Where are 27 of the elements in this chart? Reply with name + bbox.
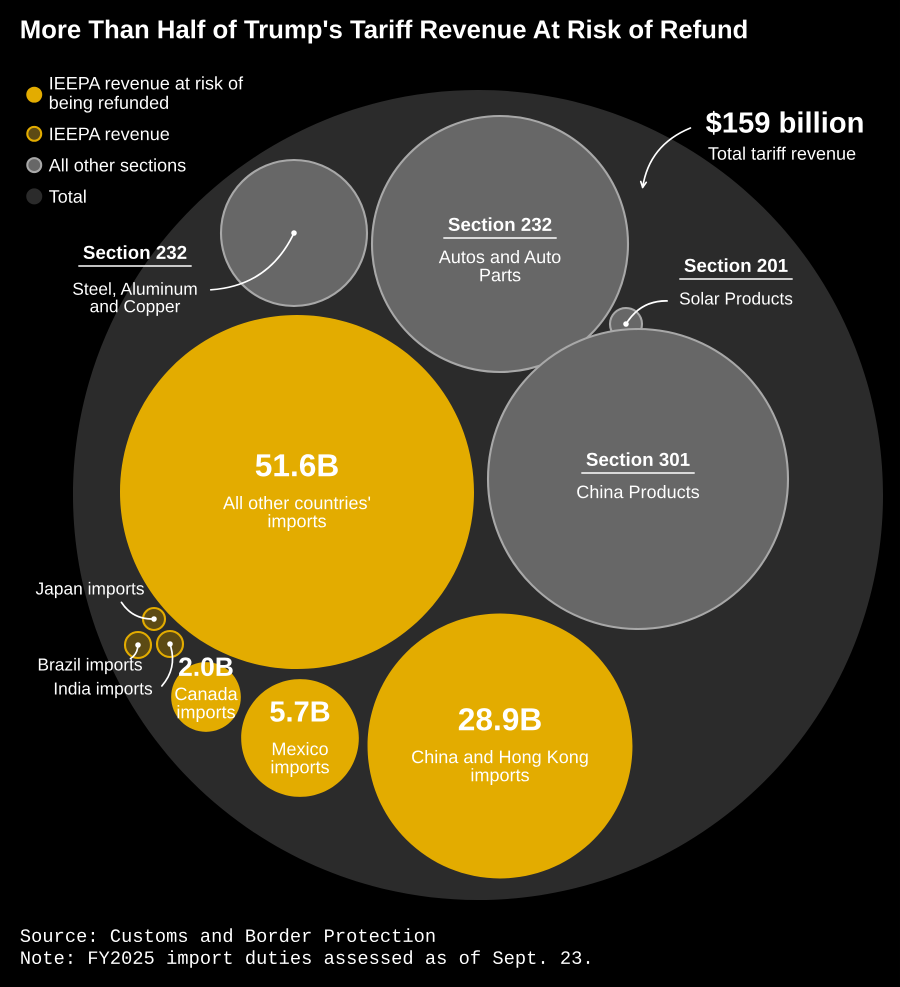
data-label: Section 232 (448, 217, 552, 232)
data-label: Section 301 (586, 452, 690, 466)
legend-label: IEEPA revenue at risk of being refunded (50, 76, 244, 113)
data-label: 28.9B (458, 708, 541, 730)
category-label: Canada imports (175, 687, 238, 722)
data-label: Section 201 (684, 258, 788, 272)
category-label: Mexico imports (272, 742, 329, 777)
legend-label: IEEPA revenue (50, 128, 170, 140)
text: More Than Half of Trump's Tariff Revenue At Risk of Refund (22, 20, 747, 44)
category-label: India imports (54, 682, 152, 698)
text: Note: FY2025 import duties assessed as of Sept. 23. (21, 950, 590, 968)
category-label: Total tariff revenue (708, 146, 856, 160)
data-label: 51.6B (256, 454, 338, 476)
legend-label: Total (49, 190, 86, 203)
category-label: All other countries' imports (223, 496, 370, 531)
category-label: Solar Products (680, 292, 792, 305)
category-label: Japan imports (36, 582, 144, 598)
data-label: Section 232 (83, 245, 186, 260)
category-label: Autos and Auto Parts (438, 250, 560, 282)
category-label: China and Hong Kong imports (412, 750, 588, 785)
data-label: $159 billion (706, 110, 863, 135)
legend-label: All other sections (48, 158, 186, 172)
data-label: 5.7B (270, 702, 330, 722)
category-label: Brazil imports (38, 658, 142, 674)
source-note: Source: Customs and Border Protection (20, 928, 434, 942)
category-label: Steel, Aluminum and Copper (73, 282, 197, 316)
category-label: China Products (577, 485, 700, 498)
